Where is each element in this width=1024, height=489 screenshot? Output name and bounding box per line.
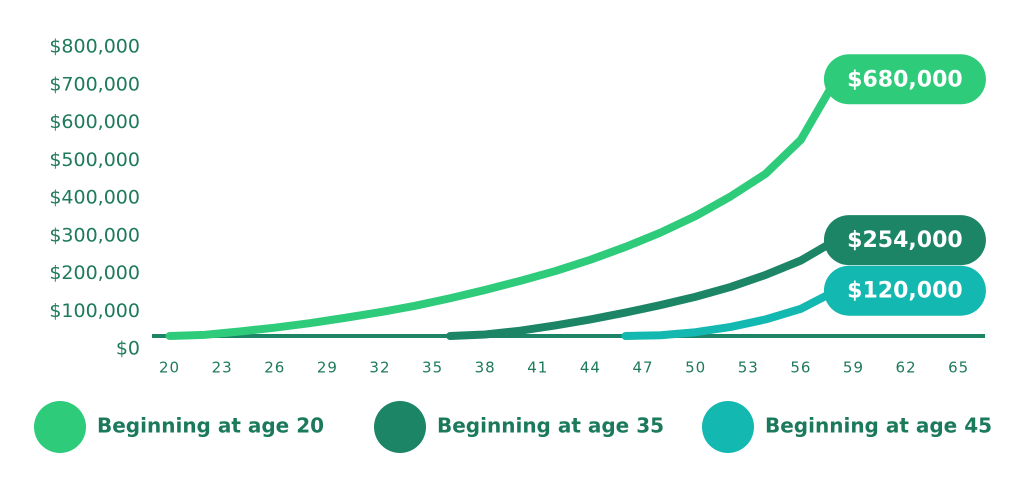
legend-label: Beginning at age 45: [765, 414, 992, 438]
value-label: $120,000: [847, 279, 963, 304]
value-label-bg: [823, 265, 986, 316]
y-tick-label: $600,000: [49, 111, 140, 133]
y-tick-label: $700,000: [49, 73, 140, 95]
legend-swatch: [34, 401, 86, 453]
series-line: [621, 286, 840, 340]
x-tick-label: 53: [738, 359, 759, 377]
x-tick-label: 23: [212, 359, 233, 377]
x-tick-label: 38: [475, 359, 496, 377]
legend-label: Beginning at age 35: [437, 414, 664, 438]
x-tick-label: 47: [632, 359, 653, 377]
x-tick-label: 65: [948, 359, 969, 377]
x-tick-label: 26: [264, 359, 285, 377]
series-line: [446, 236, 840, 340]
x-tick-label: 29: [317, 359, 338, 377]
y-tick-label: $100,000: [49, 300, 140, 322]
x-tick-label: 50: [685, 359, 706, 377]
x-tick-label: 41: [527, 359, 548, 377]
x-tick-label: 59: [843, 359, 864, 377]
y-tick-label: $500,000: [49, 149, 140, 171]
x-tick-label: 62: [896, 359, 917, 377]
value-label: $254,000: [847, 228, 963, 253]
x-tick-label: 56: [790, 359, 811, 377]
y-tick-label: $0: [116, 338, 140, 360]
x-tick-label: 32: [369, 359, 390, 377]
legend-swatch: [374, 401, 426, 453]
legend-label: Beginning at age 20: [97, 414, 324, 438]
legend-swatch: [702, 401, 754, 453]
series-line: [165, 75, 840, 340]
value-label: $680,000: [847, 67, 963, 92]
value-label-bg: [823, 215, 986, 266]
x-tick-label: 35: [422, 359, 443, 377]
x-tick-label: 44: [580, 359, 601, 377]
value-label-bg: [823, 54, 986, 105]
y-tick-label: $400,000: [49, 187, 140, 209]
y-tick-label: $200,000: [49, 262, 140, 284]
x-tick-label: 20: [159, 359, 180, 377]
y-tick-label: $800,000: [49, 36, 140, 58]
y-tick-label: $300,000: [49, 224, 140, 246]
